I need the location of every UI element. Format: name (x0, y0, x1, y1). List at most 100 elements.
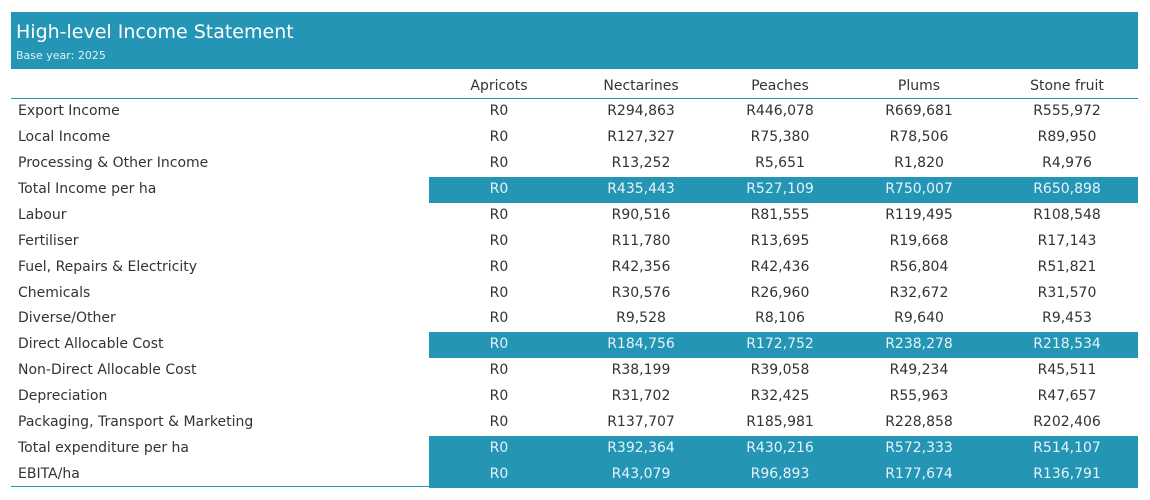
table-cell[interactable]: R49,234 (889, 362, 949, 379)
column-header-nectarines[interactable]: Nectarines (603, 78, 679, 94)
table-cell[interactable]: R137,707 (607, 414, 675, 431)
table-cell[interactable]: R0 (489, 440, 509, 457)
table-row: Non-Direct Allocable Cost R0 R38,199 R39,05… (11, 358, 1138, 384)
table-cell[interactable]: R31,570 (1037, 284, 1097, 301)
table-cell[interactable]: R202,406 (1033, 414, 1101, 431)
column-header-peaches[interactable]: Peaches (751, 78, 809, 94)
table-cell[interactable]: R185,981 (746, 414, 814, 431)
column-header-apricots[interactable]: Apricots (470, 78, 528, 94)
table-cell[interactable]: R31,702 (611, 388, 671, 405)
table-row: Fuel, Repairs & Electricity R0 R42,356 R42,… (11, 255, 1138, 281)
table-cell[interactable]: R0 (489, 414, 509, 431)
table-cell[interactable]: R572,333 (885, 440, 953, 457)
table-cell[interactable]: R17,143 (1037, 232, 1097, 249)
column-header-plums[interactable]: Plums (897, 78, 941, 94)
table-row: Local Income R0 R127,327 R75,380 R78,506 R89,… (11, 125, 1138, 151)
table-cell[interactable]: R136,791 (1033, 466, 1101, 483)
row-label: Depreciation (18, 388, 108, 405)
table-cell[interactable]: R5,651 (755, 154, 805, 171)
table-cell[interactable]: R218,534 (1033, 336, 1101, 353)
table-cell[interactable]: R56,804 (889, 258, 949, 275)
row-label: Total Income per ha (18, 180, 157, 197)
table-cell[interactable]: R32,425 (750, 388, 810, 405)
table-cell[interactable]: R32,672 (889, 284, 949, 301)
table-cell[interactable]: R89,950 (1037, 128, 1097, 145)
row-label: Total expenditure per ha (18, 440, 189, 457)
table-cell[interactable]: R26,960 (750, 284, 810, 301)
table-cell[interactable]: R13,252 (611, 154, 671, 171)
table-cell[interactable]: R0 (489, 128, 509, 145)
table-cell[interactable]: R0 (489, 258, 509, 275)
table-cell[interactable]: R39,058 (750, 362, 810, 379)
table-cell[interactable]: R9,640 (894, 310, 944, 327)
table-cell[interactable]: R51,821 (1037, 258, 1097, 275)
row-label: Direct Allocable Cost (18, 336, 164, 353)
table-cell[interactable]: R45,511 (1037, 362, 1097, 379)
table-cell[interactable]: R0 (489, 206, 509, 223)
table-cell[interactable]: R30,576 (611, 284, 671, 301)
row-label: Export Income (18, 103, 120, 119)
table-cell[interactable]: R0 (489, 310, 509, 327)
table-cell[interactable]: R1,820 (894, 154, 944, 171)
table-cell[interactable]: R177,674 (885, 466, 953, 483)
table-row: Chemicals R0 R30,576 R26,960 R32,672 R31,570 (11, 281, 1138, 307)
table-cell[interactable]: R435,443 (607, 180, 675, 197)
table-cell[interactable]: R0 (489, 103, 509, 119)
table-cell[interactable]: R172,752 (746, 336, 814, 353)
table-cell[interactable]: R42,356 (611, 258, 671, 275)
table-cell[interactable]: R514,107 (1033, 440, 1101, 457)
table-cell[interactable]: R9,528 (616, 310, 666, 327)
table-cell[interactable]: R0 (489, 466, 509, 483)
table-cell[interactable]: R55,963 (889, 388, 949, 405)
table-cell[interactable]: R392,364 (607, 440, 675, 457)
table-cell[interactable]: R184,756 (607, 336, 675, 353)
table-cell[interactable]: R430,216 (746, 440, 814, 457)
table-cell[interactable]: R47,657 (1037, 388, 1097, 405)
table-cell[interactable]: R81,555 (750, 206, 810, 223)
table-row: Export Income R0 R294,863 R446,078 R669,681 R… (11, 99, 1138, 125)
table-row: Total expenditure per ha R0 R392,364 R430,2… (11, 436, 1138, 463)
table-cell[interactable]: R13,695 (750, 232, 810, 249)
table-cell[interactable]: R0 (489, 284, 509, 301)
table-cell[interactable]: R238,278 (885, 336, 953, 353)
row-highlight (429, 436, 1138, 463)
row-highlight (429, 176, 1138, 203)
table-cell[interactable]: R90,516 (611, 206, 671, 223)
table-row: Total Income per ha R0 R435,443 R527,109 R75… (11, 176, 1138, 203)
table-cell[interactable]: R669,681 (885, 103, 953, 119)
table-cell[interactable]: R527,109 (746, 180, 814, 197)
table-cell[interactable]: R8,106 (755, 310, 805, 327)
row-label: Non-Direct Allocable Cost (18, 362, 197, 379)
row-label: Diverse/Other (18, 310, 116, 327)
table-cell[interactable]: R446,078 (746, 103, 814, 119)
table-cell[interactable]: R0 (489, 154, 509, 171)
table-cell[interactable]: R0 (489, 336, 509, 353)
bottom-divider (11, 486, 1138, 487)
table-cell[interactable]: R650,898 (1033, 180, 1101, 197)
table-cell[interactable]: R4,976 (1042, 154, 1092, 171)
table-cell[interactable]: R42,436 (750, 258, 810, 275)
table-cell[interactable]: R127,327 (607, 128, 675, 145)
table-cell[interactable]: R9,453 (1042, 310, 1092, 327)
table-cell[interactable]: R75,380 (750, 128, 810, 145)
table-cell[interactable]: R38,199 (611, 362, 671, 379)
table-cell[interactable]: R0 (489, 388, 509, 405)
table-row: Labour R0 R90,516 R81,555 R119,495 R108,548 (11, 203, 1138, 229)
table-cell[interactable]: R78,506 (889, 128, 949, 145)
table-cell[interactable]: R555,972 (1033, 103, 1101, 119)
table-cell[interactable]: R96,893 (750, 466, 810, 483)
table-cell[interactable]: R228,858 (885, 414, 953, 431)
table-cell[interactable]: R119,495 (885, 206, 953, 223)
column-header-stone-fruit[interactable]: Stone fruit (1030, 78, 1104, 94)
table-cell[interactable]: R43,079 (611, 466, 671, 483)
table-cell[interactable]: R108,548 (1033, 206, 1101, 223)
table-cell[interactable]: R0 (489, 180, 509, 197)
row-label: Local Income (18, 128, 111, 145)
table-cell[interactable]: R0 (489, 362, 509, 379)
table-cell[interactable]: R19,668 (889, 232, 949, 249)
table-cell[interactable]: R750,007 (885, 180, 953, 197)
table-cell[interactable]: R11,780 (611, 232, 671, 249)
table-cell[interactable]: R294,863 (607, 103, 675, 119)
table-cell[interactable]: R0 (489, 232, 509, 249)
row-label: Packaging, Transport & Marketing (18, 414, 254, 431)
